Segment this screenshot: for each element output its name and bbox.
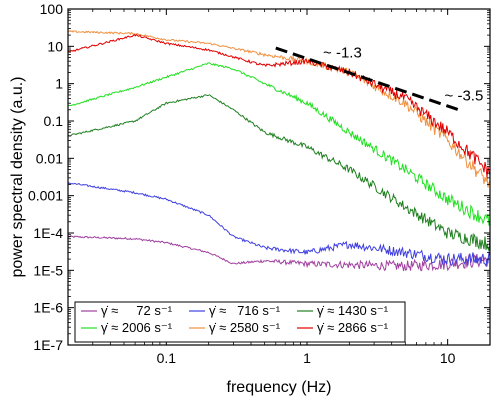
series-group	[68, 30, 490, 272]
series-line-3	[68, 62, 490, 226]
y-tick-label-8: 1E-6	[33, 300, 63, 316]
series-line-4	[68, 30, 490, 188]
legend: γ̇ ≈ 72 s⁻¹ γ̇ ≈ 716 s⁻¹ γ̇ ≈ 1430 s⁻¹ γ̇ ≈…	[74, 301, 406, 343]
legend-label-2: γ̇ ≈ 1430 s⁻¹	[317, 303, 389, 318]
plot-area: ~ -1.3 ~ -3.5	[68, 30, 490, 272]
legend-label-3: γ̇ ≈ 2006 s⁻¹	[101, 320, 173, 335]
y-tick-label-2: 1	[55, 76, 63, 92]
x-axis-title: frequency (Hz)	[227, 379, 332, 396]
y-tick-label-4: 0.01	[36, 150, 63, 166]
legend-label-1: γ̇ ≈ 716 s⁻¹	[209, 303, 281, 318]
legend-label-4: γ̇ ≈ 2580 s⁻¹	[209, 320, 281, 335]
y-tick-label-3: 0.1	[44, 113, 64, 129]
axes: 100 10 1 0.1 0.01 0.001 1E-4 1E-5 1E-6 1E-7 0.1 1 10…	[9, 1, 491, 396]
legend-label-0: γ̇ ≈ 72 s⁻¹	[101, 303, 173, 318]
legend-label-5: γ̇ ≈ 2866 s⁻¹	[317, 320, 389, 335]
y-tick-label-9: 1E-7	[33, 337, 63, 353]
y-tick-label-6: 1E-4	[33, 225, 63, 241]
y-tick-label-1: 10	[47, 38, 63, 54]
x-tick-label-1: 1	[303, 350, 311, 366]
y-tick-label-7: 1E-5	[33, 262, 63, 278]
series-line-0	[68, 235, 490, 272]
y-axis-title: power spectral density (a.u.)	[9, 77, 26, 278]
series-line-5	[68, 34, 490, 178]
x-tick-label-2: 10	[440, 350, 456, 366]
plot-frame	[67, 8, 491, 346]
y-tick-label-5: 0.001	[28, 188, 63, 204]
annotation-1: ~ -3.5	[445, 88, 484, 105]
legend-box	[74, 301, 406, 343]
y-tick-label-0: 100	[40, 1, 64, 17]
series-line-1	[68, 181, 490, 268]
series-line-2	[68, 94, 490, 252]
x-tick-label-0: 0.1	[157, 350, 177, 366]
fit-line	[275, 46, 460, 112]
annotation-0: ~ -1.3	[323, 45, 362, 62]
